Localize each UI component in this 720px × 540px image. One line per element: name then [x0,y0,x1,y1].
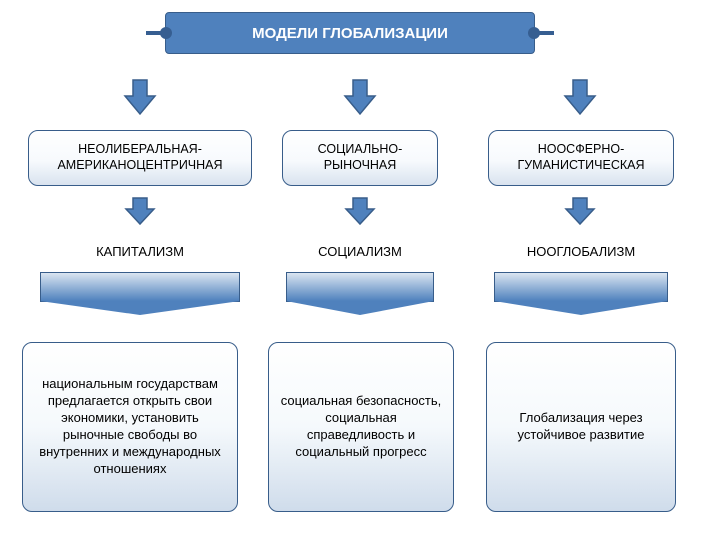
description-text: социальная безопасность, социальная спра… [279,393,443,461]
description-box-3: Глобализация через устойчивое развитие [486,342,676,512]
arrow-down-icon [123,78,157,116]
mid-label-text: НООГЛОБАЛИЗМ [527,244,635,259]
description-box-1: национальным государствам предлагается о… [22,342,238,512]
arrow-down-icon [124,196,156,226]
banner-shape [286,272,434,302]
category-box-3: НООСФЕРНО-ГУМАНИСТИЧЕСКАЯ [488,130,674,186]
arrow-down-icon [343,78,377,116]
title-connector-left [146,31,166,35]
arrow-down-icon [563,78,597,116]
category-box-2: СОЦИАЛЬНО-РЫНОЧНАЯ [282,130,438,186]
mid-label-2: СОЦИАЛИЗМ [282,244,438,259]
arrow-down-icon [344,196,376,226]
description-box-2: социальная безопасность, социальная спра… [268,342,454,512]
banner-shape [40,272,240,302]
category-label: НЕОЛИБЕРАЛЬНАЯ-АМЕРИКАНОЦЕНТРИЧНАЯ [37,142,243,173]
mid-label-text: СОЦИАЛИЗМ [318,244,402,259]
mid-label-1: КАПИТАЛИЗМ [28,244,252,259]
category-box-1: НЕОЛИБЕРАЛЬНАЯ-АМЕРИКАНОЦЕНТРИЧНАЯ [28,130,252,186]
mid-label-3: НООГЛОБАЛИЗМ [488,244,674,259]
mid-label-text: КАПИТАЛИЗМ [96,244,184,259]
banner-shape [494,272,668,302]
description-text: национальным государствам предлагается о… [33,376,227,477]
description-text: Глобализация через устойчивое развитие [497,410,665,444]
category-label: НООСФЕРНО-ГУМАНИСТИЧЕСКАЯ [497,142,665,173]
arrow-down-icon [564,196,596,226]
title-connector-right [534,31,554,35]
title-text: МОДЕЛИ ГЛОБАЛИЗАЦИИ [252,25,448,42]
title-box: МОДЕЛИ ГЛОБАЛИЗАЦИИ [165,12,535,54]
category-label: СОЦИАЛЬНО-РЫНОЧНАЯ [291,142,429,173]
